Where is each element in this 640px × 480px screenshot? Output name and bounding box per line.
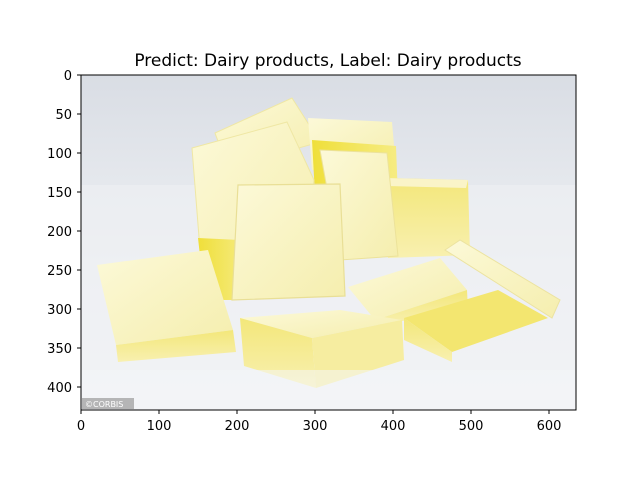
x-tick: 400 [381,410,406,434]
y-tick: 300 [47,303,81,318]
y-tick-label: 350 [47,342,72,357]
y-tick: 350 [47,342,81,357]
y-tick: 150 [47,186,81,201]
y-tick: 100 [47,147,81,162]
y-tick-label: 400 [47,381,72,396]
y-tick-label: 300 [47,303,72,318]
x-tick: 500 [459,410,484,434]
x-tick-label: 500 [459,419,484,434]
x-tick: 100 [147,410,172,434]
x-tick-label: 200 [225,419,250,434]
figure-title: Predict: Dairy products, Label: Dairy pr… [134,51,521,71]
x-tick: 300 [303,410,328,434]
y-tick: 400 [47,381,81,396]
x-tick-label: 400 [381,419,406,434]
x-axis: 0 100 200 300 400 500 600 [77,410,562,434]
y-axis: 0 50 100 150 200 250 300 350 400 [47,69,81,396]
watermark-text: ©CORBIS [85,400,123,409]
y-tick: 50 [55,108,81,123]
x-tick: 200 [225,410,250,434]
butter-photo: ©CORBIS [81,75,576,410]
y-tick: 250 [47,264,81,279]
x-tick: 600 [537,410,562,434]
x-tick-label: 100 [147,419,172,434]
y-tick: 200 [47,225,81,240]
x-tick: 0 [77,410,85,434]
axes-frame [80,74,577,411]
y-tick-label: 50 [55,108,72,123]
y-tick-label: 200 [47,225,72,240]
x-tick-label: 300 [303,419,328,434]
y-tick-label: 150 [47,186,72,201]
y-tick: 0 [64,69,81,84]
x-tick-label: 0 [77,419,85,434]
x-tick-label: 600 [537,419,562,434]
y-tick-label: 250 [47,264,72,279]
y-tick-label: 100 [47,147,72,162]
y-tick-label: 0 [64,69,72,84]
